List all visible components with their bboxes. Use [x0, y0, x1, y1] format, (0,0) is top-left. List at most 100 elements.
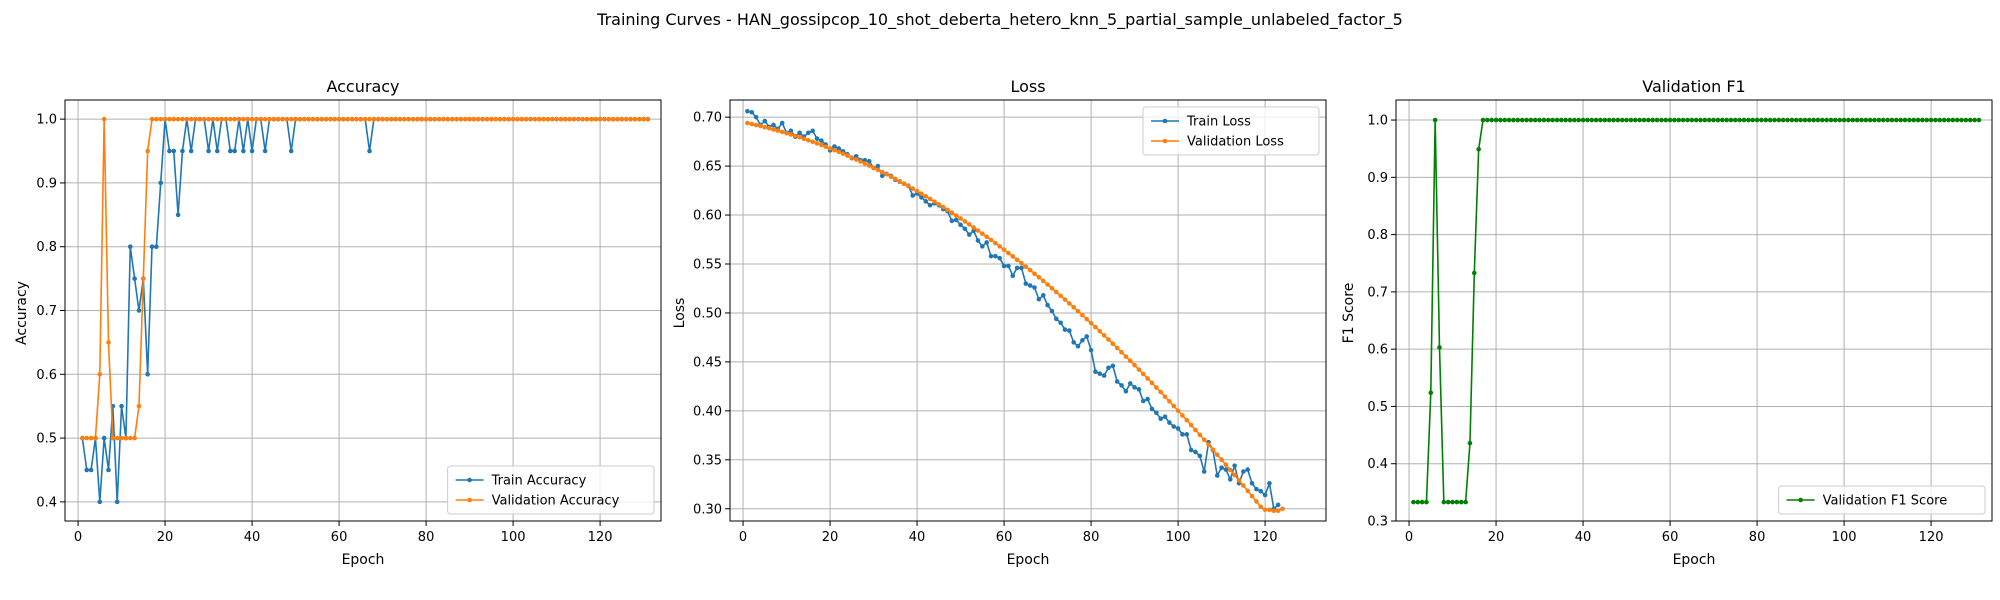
- validation-loss-point: [1093, 324, 1098, 330]
- validation-accuracy-point: [175, 116, 181, 122]
- validation-loss-point: [1175, 408, 1181, 414]
- validation-f1-score-point: [1646, 117, 1651, 123]
- validation-accuracy-point: [362, 116, 368, 122]
- loss-x-axis-label: Epoch: [1007, 552, 1050, 568]
- validation-f1-score-point: [1559, 117, 1564, 123]
- loss-x-tick-label: 100: [1166, 530, 1191, 545]
- validation-f1-score-point: [1872, 117, 1877, 123]
- train-loss-point: [1193, 449, 1198, 455]
- accuracy-y-tick-label: 0.7: [36, 304, 57, 319]
- validation-f1-score-legend-marker: [1798, 497, 1803, 503]
- train-loss-point: [949, 218, 955, 224]
- validation-accuracy-point: [367, 116, 372, 122]
- train-loss-point: [910, 193, 916, 198]
- train-loss-point: [1036, 296, 1042, 302]
- validation-loss-point: [1019, 260, 1024, 266]
- validation-accuracy-point: [149, 116, 155, 122]
- validation-loss-point: [749, 121, 755, 127]
- validation-f1-score-point: [1467, 440, 1473, 446]
- train-loss-point: [1227, 477, 1233, 482]
- validation-loss-point: [971, 225, 976, 230]
- validation-f1-y-tick-label: 0.7: [1367, 285, 1388, 300]
- train-accuracy-point: [175, 212, 181, 218]
- train-accuracy-point: [101, 435, 107, 441]
- validation-f1-score-point: [1411, 499, 1416, 505]
- validation-f1-score-point: [1837, 117, 1843, 123]
- validation-f1-score-point: [1576, 117, 1582, 123]
- train-accuracy-point: [367, 148, 372, 154]
- validation-accuracy-point: [536, 116, 542, 122]
- validation-f1-score-point: [1933, 117, 1938, 123]
- train-loss-point: [1040, 293, 1046, 298]
- validation-accuracy-point: [332, 116, 338, 122]
- train-loss-point: [919, 195, 924, 200]
- loss-x-tick-label: 20: [822, 530, 839, 545]
- train-accuracy-point: [106, 467, 111, 473]
- validation-accuracy-point: [306, 116, 311, 122]
- train-loss-point: [1071, 340, 1076, 345]
- train-loss-point: [1219, 465, 1224, 470]
- validation-loss-point: [1127, 358, 1133, 364]
- validation-loss-point: [758, 123, 763, 129]
- validation-f1-score-point: [1959, 117, 1964, 123]
- validation-loss-point: [1149, 380, 1155, 386]
- validation-f1-score-point: [1741, 117, 1747, 123]
- loss-legend-box: [1142, 106, 1320, 156]
- train-loss-point: [862, 157, 868, 163]
- train-loss-point: [1267, 481, 1272, 486]
- train-loss-point: [1032, 285, 1037, 290]
- validation-f1-score-point: [1880, 117, 1886, 123]
- validation-loss-point: [792, 133, 798, 139]
- validation-accuracy-point: [123, 435, 129, 441]
- train-loss-point: [1084, 334, 1090, 339]
- validation-accuracy-point: [571, 116, 577, 122]
- validation-f1-score-point: [1902, 117, 1908, 123]
- validation-loss-point: [1245, 488, 1250, 494]
- validation-f1-score-point: [1889, 117, 1895, 123]
- loss-x-tick-label: 120: [1253, 530, 1278, 545]
- train-loss-point: [1249, 481, 1255, 486]
- validation-f1-x-tick-label: 40: [1575, 530, 1592, 545]
- validation-f1-score-point: [1698, 117, 1703, 123]
- train-accuracy-point: [97, 499, 103, 505]
- train-loss-point: [1136, 387, 1142, 392]
- validation-loss-point: [840, 151, 846, 157]
- validation-accuracy-point: [197, 116, 203, 122]
- validation-loss-point: [1184, 417, 1190, 423]
- validation-accuracy-point: [93, 435, 98, 441]
- validation-f1-score-point: [1524, 117, 1529, 123]
- validation-accuracy-point: [315, 116, 320, 122]
- validation-f1-score-point: [1598, 117, 1603, 123]
- validation-f1-x-tick-label: 0: [1405, 530, 1413, 545]
- validation-f1-score-point: [1689, 117, 1695, 123]
- validation-loss-point: [1084, 316, 1090, 322]
- validation-f1-score-point: [1580, 117, 1586, 123]
- validation-accuracy-point: [428, 116, 433, 122]
- validation-loss-point: [1032, 271, 1037, 277]
- validation-accuracy-point: [297, 116, 303, 122]
- validation-accuracy-point: [301, 116, 307, 122]
- validation-accuracy-point: [262, 116, 268, 122]
- accuracy-y-tick-label: 0.9: [36, 176, 57, 191]
- validation-loss-point: [1062, 297, 1068, 302]
- validation-f1-score-point: [1920, 117, 1925, 123]
- validation-loss-point: [1014, 257, 1020, 263]
- validation-f1-y-tick-label: 0.9: [1367, 171, 1388, 186]
- validation-loss-point: [784, 130, 789, 136]
- validation-f1-score-point: [1950, 117, 1956, 123]
- train-accuracy-point: [132, 276, 137, 281]
- train-loss-point: [810, 128, 815, 134]
- train-loss-point: [1175, 426, 1181, 431]
- validation-loss-point: [845, 153, 850, 158]
- validation-loss-point: [888, 174, 894, 179]
- validation-f1-score-point: [1833, 117, 1838, 123]
- validation-f1-score-point: [1628, 117, 1634, 123]
- train-loss-point: [806, 130, 811, 136]
- validation-accuracy-point: [441, 116, 446, 122]
- train-loss-point: [1062, 327, 1068, 332]
- validation-loss-point: [958, 216, 963, 221]
- train-accuracy-point: [84, 467, 90, 473]
- validation-accuracy-point: [375, 116, 381, 122]
- validation-f1-score-point: [1893, 117, 1899, 123]
- validation-accuracy-point: [136, 403, 142, 409]
